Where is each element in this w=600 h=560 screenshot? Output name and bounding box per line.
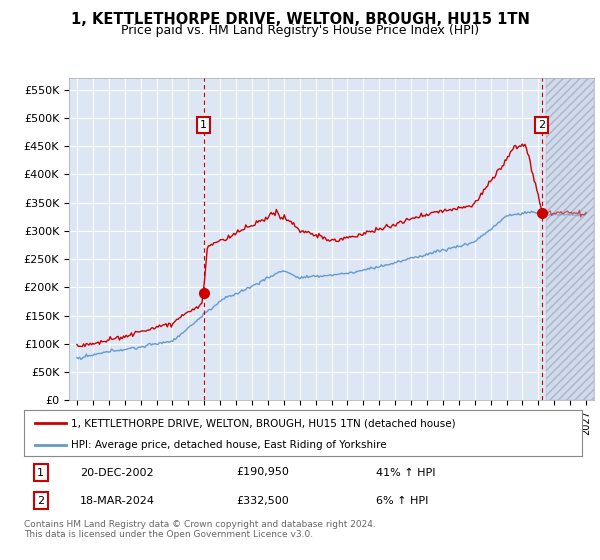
Text: 18-MAR-2024: 18-MAR-2024: [80, 496, 155, 506]
Text: 6% ↑ HPI: 6% ↑ HPI: [376, 496, 428, 506]
Text: 1, KETTLETHORPE DRIVE, WELTON, BROUGH, HU15 1TN: 1, KETTLETHORPE DRIVE, WELTON, BROUGH, H…: [71, 12, 529, 27]
Text: Price paid vs. HM Land Registry's House Price Index (HPI): Price paid vs. HM Land Registry's House …: [121, 24, 479, 37]
Text: £190,950: £190,950: [236, 468, 289, 478]
Text: 20-DEC-2002: 20-DEC-2002: [80, 468, 154, 478]
Text: Contains HM Land Registry data © Crown copyright and database right 2024.
This d: Contains HM Land Registry data © Crown c…: [24, 520, 376, 539]
Bar: [546, 78, 594, 400]
Text: 41% ↑ HPI: 41% ↑ HPI: [376, 468, 435, 478]
Text: 1: 1: [200, 120, 207, 130]
Text: 2: 2: [538, 120, 545, 130]
Text: £332,500: £332,500: [236, 496, 289, 506]
Text: 1, KETTLETHORPE DRIVE, WELTON, BROUGH, HU15 1TN (detached house): 1, KETTLETHORPE DRIVE, WELTON, BROUGH, H…: [71, 418, 456, 428]
Text: 1: 1: [37, 468, 44, 478]
Text: 2: 2: [37, 496, 44, 506]
Bar: [546, 78, 594, 400]
Text: HPI: Average price, detached house, East Riding of Yorkshire: HPI: Average price, detached house, East…: [71, 440, 387, 450]
